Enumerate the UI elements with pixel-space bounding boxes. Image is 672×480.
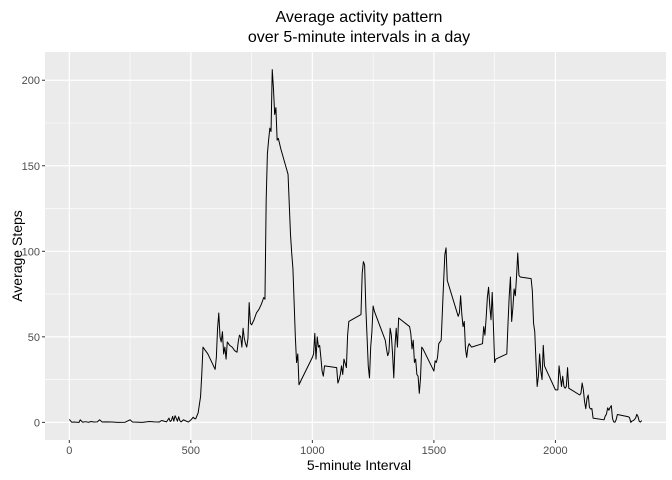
plot-panel xyxy=(45,52,666,440)
x-tick-label: 1500 xyxy=(422,445,446,457)
y-tick-label: 100 xyxy=(22,246,40,258)
y-axis-ticks: 0 50 100 150 200 xyxy=(22,75,45,429)
x-tick-label: 2000 xyxy=(543,445,567,457)
series-line xyxy=(68,69,643,423)
y-tick-label: 0 xyxy=(34,417,40,429)
x-axis-label: 5-minute Interval xyxy=(307,457,411,473)
x-tick-label: 500 xyxy=(182,445,200,457)
y-tick-label: 150 xyxy=(22,161,40,173)
y-tick-label: 50 xyxy=(28,332,40,344)
y-tick-label: 200 xyxy=(22,75,40,87)
chart-title-line-1: Average activity pattern xyxy=(276,9,443,26)
chart-title-line-2: over 5-minute intervals in a day xyxy=(248,29,470,46)
minor-gridlines xyxy=(45,52,666,440)
x-tick-label: 0 xyxy=(66,445,72,457)
x-tick-label: 1000 xyxy=(300,445,324,457)
x-axis-ticks: 0 500 1000 1500 2000 xyxy=(66,440,568,457)
major-gridlines xyxy=(45,52,666,440)
y-axis-label: Average Steps xyxy=(9,210,25,302)
